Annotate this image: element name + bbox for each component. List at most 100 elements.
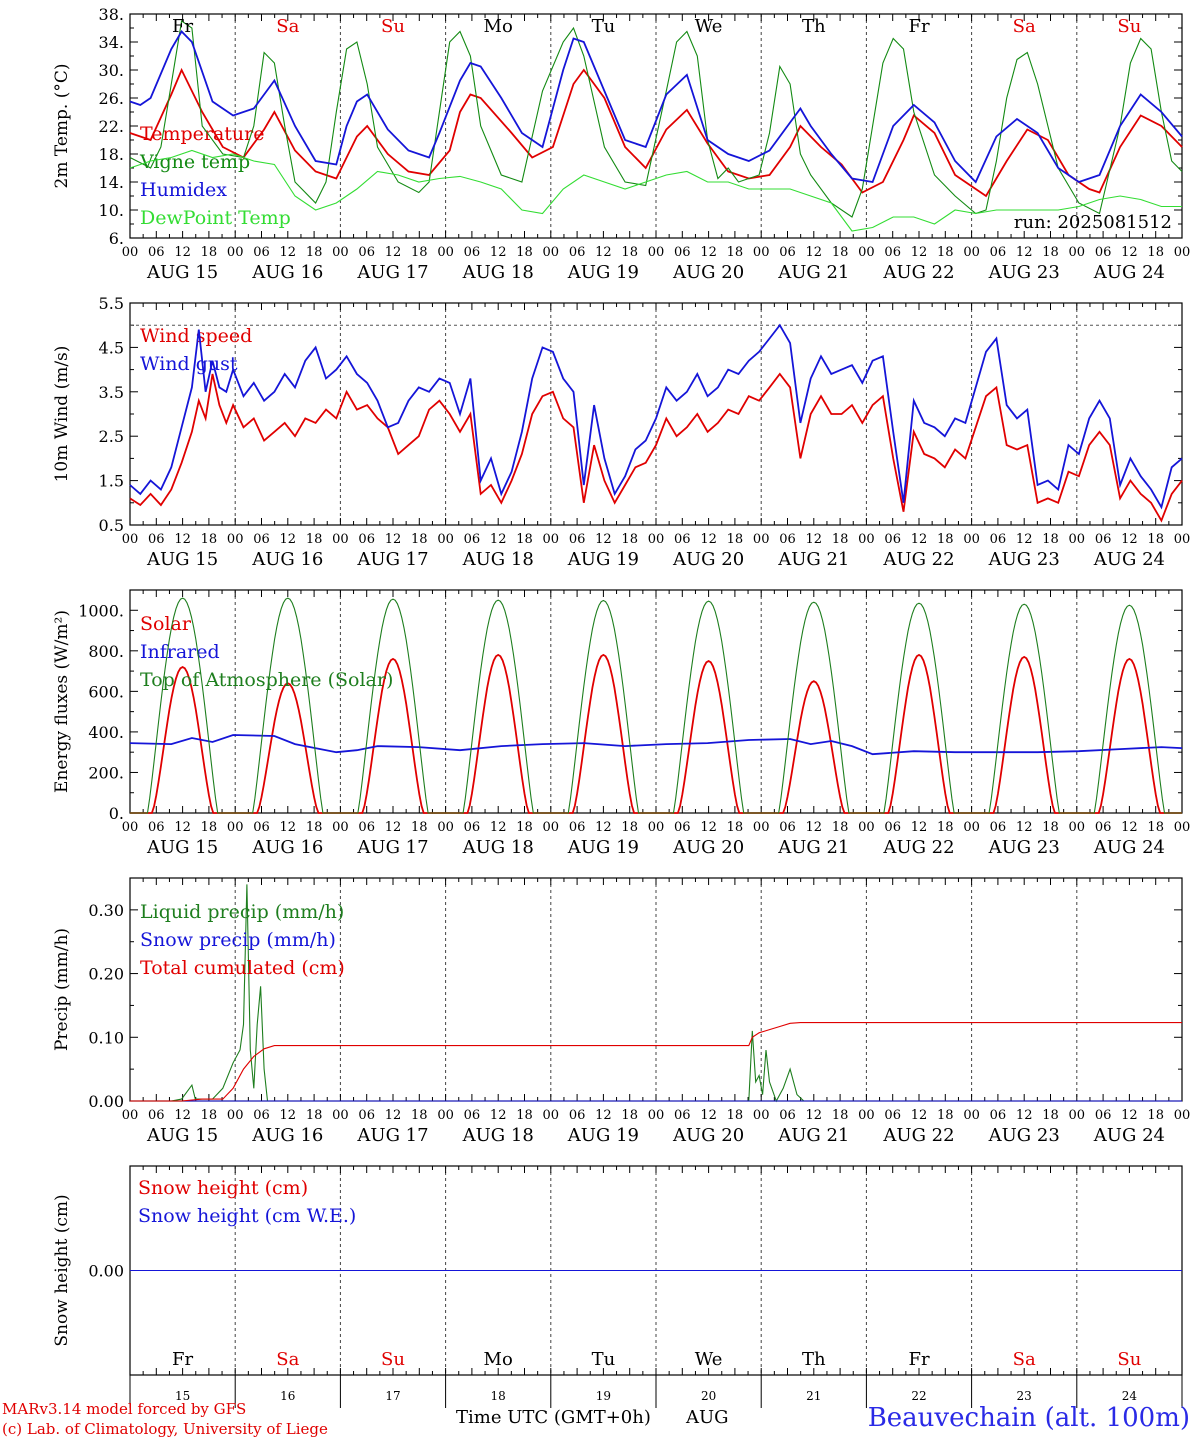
date-label: AUG 21 xyxy=(777,837,849,858)
hour-tick-label: 12 xyxy=(806,820,823,835)
date-label: AUG 22 xyxy=(882,837,954,858)
hour-tick-label: 12 xyxy=(1016,820,1033,835)
hour-tick-label: 12 xyxy=(700,245,717,260)
hour-tick-label: 18 xyxy=(1147,820,1164,835)
hour-tick-label: 06 xyxy=(990,820,1007,835)
y-tick-label: 0.10 xyxy=(88,1028,124,1047)
date-label: AUG 16 xyxy=(251,262,323,283)
hour-tick-label: 12 xyxy=(911,245,928,260)
hour-tick-label: 18 xyxy=(621,820,638,835)
date-label: AUG 22 xyxy=(882,549,954,570)
hour-tick-label: 12 xyxy=(1121,245,1138,260)
panel-1: 6. 10. 14. 18. 22. 26. 30. 34. 38. 2m Temp. (°C) T… xyxy=(52,5,1190,283)
hour-tick-label: 18 xyxy=(516,820,533,835)
y-tick-label: 0.5 xyxy=(99,516,124,535)
date-label: AUG 22 xyxy=(882,1125,954,1146)
hour-tick-label: 12 xyxy=(595,1108,612,1123)
hour-tick-label: 00 xyxy=(753,245,770,260)
hour-tick-label: 06 xyxy=(148,532,165,547)
legend-entry: Total cumulated (cm) xyxy=(140,957,345,979)
hour-tick-label: 18 xyxy=(516,1108,533,1123)
weekday-label: Mo xyxy=(484,16,513,37)
series-line xyxy=(129,734,1183,756)
location-label: Beauvechain (alt. 100m) xyxy=(868,1403,1190,1433)
hour-tick-label: 12 xyxy=(1016,532,1033,547)
hour-tick-label: 00 xyxy=(858,532,875,547)
hour-tick-label: 18 xyxy=(1042,1108,1059,1123)
weekday-label: We xyxy=(695,16,723,37)
day-number: 24 xyxy=(1122,1389,1138,1403)
hour-tick-label: 06 xyxy=(779,245,796,260)
hour-tick-label: 12 xyxy=(1121,820,1138,835)
series-line xyxy=(130,1022,1182,1102)
hour-tick-label: 18 xyxy=(832,820,849,835)
hour-tick-label: 18 xyxy=(727,532,744,547)
panel-4: 0.00 0.10 0.20 0.30 Precip (mm/h) Liquid prec… xyxy=(52,877,1191,1146)
hour-tick-label: 18 xyxy=(727,1108,744,1123)
y-tick-label: 0.00 xyxy=(88,1262,124,1281)
legend-entry: Wind gust xyxy=(140,353,238,375)
hour-tick-label: 00 xyxy=(963,532,980,547)
hour-tick-label: 12 xyxy=(385,245,402,260)
hour-tick-label: 00 xyxy=(1174,820,1191,835)
hour-tick-label: 00 xyxy=(1069,1108,1086,1123)
date-label: AUG 15 xyxy=(146,262,218,283)
hour-tick-label: 12 xyxy=(490,1108,507,1123)
day-number: 16 xyxy=(280,1389,295,1403)
hour-tick-label: 00 xyxy=(437,245,454,260)
hour-tick-label: 00 xyxy=(858,245,875,260)
hour-tick-label: 00 xyxy=(227,820,244,835)
hour-tick-label: 12 xyxy=(700,532,717,547)
date-label: AUG 18 xyxy=(462,549,534,570)
weekday-label: Sa xyxy=(276,1349,299,1370)
plot-frame xyxy=(129,13,1183,239)
legend-entry: Solar xyxy=(140,613,192,635)
legend-entry: Liquid precip (mm/h) xyxy=(140,901,344,923)
run-annotation: run: 2025081512 xyxy=(1014,212,1172,233)
hour-tick-label: 18 xyxy=(411,245,428,260)
hour-tick-label: 18 xyxy=(411,1108,428,1123)
hour-tick-label: 00 xyxy=(227,245,244,260)
hour-tick-label: 06 xyxy=(358,245,375,260)
date-label: AUG 17 xyxy=(356,549,428,570)
hour-tick-label: 00 xyxy=(648,1108,665,1123)
date-label: AUG 15 xyxy=(146,549,218,570)
day-number: 20 xyxy=(701,1389,716,1403)
hour-tick-label: 12 xyxy=(490,245,507,260)
date-label: AUG 15 xyxy=(146,837,218,858)
hour-tick-label: 18 xyxy=(1147,1108,1164,1123)
date-label: AUG 18 xyxy=(462,262,534,283)
hour-tick-label: 12 xyxy=(385,1108,402,1123)
day-number: 18 xyxy=(491,1389,506,1403)
hour-tick-label: 18 xyxy=(516,532,533,547)
day-number: 17 xyxy=(385,1389,400,1403)
hour-tick-label: 06 xyxy=(253,1108,270,1123)
legend-entry: Humidex xyxy=(140,179,227,201)
hour-tick-label: 06 xyxy=(1095,820,1112,835)
legend-entry: Top of Atmosphere (Solar) xyxy=(140,669,393,691)
hour-tick-label: 06 xyxy=(990,532,1007,547)
hour-tick-label: 18 xyxy=(306,245,323,260)
hour-tick-label: 18 xyxy=(832,532,849,547)
hour-tick-label: 12 xyxy=(595,532,612,547)
hour-tick-label: 06 xyxy=(569,820,586,835)
hour-tick-label: 00 xyxy=(1174,532,1191,547)
hour-tick-label: 00 xyxy=(1174,1108,1191,1123)
hour-tick-label: 12 xyxy=(1016,245,1033,260)
plot-frame xyxy=(129,589,1183,814)
hour-tick-label: 18 xyxy=(306,1108,323,1123)
hour-tick-label: 12 xyxy=(1016,1108,1033,1123)
hour-tick-label: 18 xyxy=(1147,532,1164,547)
y-axis-label: 2m Temp. (°C) xyxy=(52,63,72,188)
hour-tick-label: 18 xyxy=(1147,245,1164,260)
y-tick-label: 14. xyxy=(99,173,124,192)
hour-tick-label: 18 xyxy=(937,245,954,260)
hour-tick-label: 06 xyxy=(253,532,270,547)
weekday-label: Th xyxy=(802,1349,826,1370)
y-axis-label: Snow height (cm) xyxy=(52,1194,72,1346)
day-number: 23 xyxy=(1017,1389,1032,1403)
weekday-label: Sa xyxy=(276,16,299,37)
day-number: 15 xyxy=(175,1389,190,1403)
y-tick-label: 2.5 xyxy=(99,427,124,446)
day-number: 19 xyxy=(596,1389,611,1403)
